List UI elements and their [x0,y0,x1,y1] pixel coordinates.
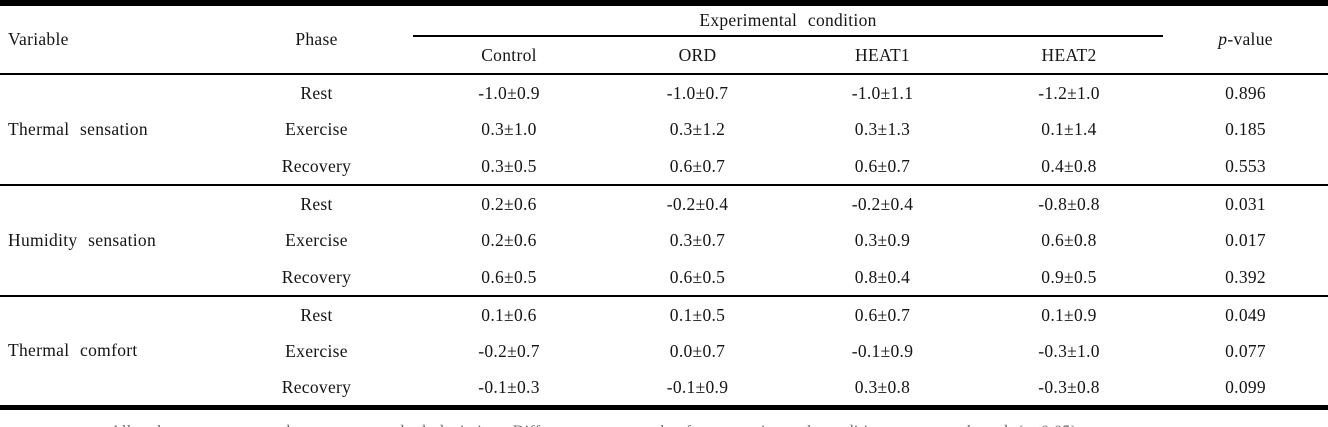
header-experimental-condition: Experimental condition [413,3,1164,37]
value-cell: -1.0±0.9 [478,82,540,103]
value-cell: -0.1±0.3 [478,376,540,397]
value-cell: -0.1±0.9 [666,376,729,397]
p-value-cell: 0.896 [1225,82,1266,103]
header-p-value: p-value [1163,3,1328,74]
phase-label: Recovery [281,155,352,176]
value-cell: 0.1±0.9 [1041,304,1097,325]
phase-label: Recovery [281,266,352,287]
table-row: Humidity sensation Rest 0.2±0.6 -0.2±0.4… [0,185,1328,251]
value-cell: -0.2±0.4 [851,193,914,214]
value-cell: -0.2±0.4 [666,193,729,214]
p-value-cell: 0.185 [1225,119,1266,139]
value-cell: 0.3±1.0 [481,119,537,139]
header-heat2: HEAT2 [1041,44,1097,65]
value-cell: 0.1±0.6 [481,304,537,325]
group-humidity-sensation: Humidity sensation Rest 0.2±0.6 -0.2±0.4… [0,185,1328,296]
group-thermal-comfort: Thermal comfort Rest 0.1±0.6 0.1±0.5 0.6… [0,296,1328,407]
header-variable: Variable [8,29,69,49]
value-cell: 0.6±0.7 [854,304,911,325]
value-cell: 0.3±1.2 [669,119,726,139]
table-row: Recovery -0.1±0.3 -0.1±0.9 0.3±0.8 -0.3±… [0,370,1328,407]
table-header: Variable Phase Experimental condition p-… [0,3,1328,74]
value-cell: 0.4±0.8 [1041,155,1097,176]
p-value-cell: 0.392 [1225,266,1266,287]
value-cell: 0.1±1.4 [1041,119,1097,139]
value-cell: 0.8±0.4 [854,266,911,287]
table-row: Recovery 0.3±0.5 0.6±0.7 0.6±0.7 0.4±0.8… [0,148,1328,185]
group-thermal-sensation: Thermal sensation Rest -1.0±0.9 -1.0±0.7… [0,74,1328,185]
p-value-cell: 0.099 [1225,376,1266,397]
table-row: Exercise -0.2±0.7 0.0±0.7 -0.1±0.9 -0.3±… [0,333,1328,370]
value-cell: 0.6±0.7 [854,155,911,176]
footnote-cutoff-strip: All values are expressed as mean±standar… [0,421,1328,427]
value-cell: -0.3±0.8 [1038,376,1100,397]
p-value-cell: 0.049 [1225,304,1266,325]
p-value-cell: 0.077 [1225,341,1266,361]
value-cell: 0.6±0.7 [669,155,726,176]
table-row: Recovery 0.6±0.5 0.6±0.5 0.8±0.4 0.9±0.5… [0,259,1328,296]
table-row: Exercise 0.2±0.6 0.3±0.7 0.3±0.9 0.6±0.8… [0,222,1328,259]
phase-label: Rest [300,304,333,325]
value-cell: 0.2±0.6 [481,230,537,250]
table-row: Exercise 0.3±1.0 0.3±1.2 0.3±1.3 0.1±1.4… [0,111,1328,148]
value-cell: -0.2±0.7 [478,341,540,361]
header-heat1: HEAT1 [855,44,910,65]
p-value-cell: 0.031 [1225,193,1266,214]
variable-label: Humidity sensation [8,230,156,250]
value-cell: 0.6±0.8 [1041,230,1097,250]
results-table: Variable Phase Experimental condition p-… [0,0,1328,410]
value-cell: 0.3±0.8 [854,376,911,397]
value-cell: -0.1±0.9 [851,341,914,361]
value-cell: -0.3±1.0 [1038,341,1100,361]
value-cell: 0.2±0.6 [481,193,537,214]
variable-label: Thermal comfort [8,340,138,361]
value-cell: 0.3±0.5 [481,155,537,176]
value-cell: 0.9±0.5 [1041,266,1097,287]
header-phase: Phase [295,29,338,49]
value-cell: -0.8±0.8 [1038,193,1100,214]
header-control: Control [481,44,537,65]
value-cell: 0.3±0.7 [669,230,726,250]
value-cell: 0.6±0.5 [669,266,726,287]
p-value-italic: p [1218,29,1228,49]
value-cell: -1.2±1.0 [1038,82,1100,103]
phase-label: Exercise [285,119,348,139]
variable-label: Thermal sensation [8,119,148,139]
value-cell: -1.0±1.1 [851,82,914,103]
phase-label: Exercise [285,341,348,361]
phase-label: Rest [300,82,333,103]
phase-label: Recovery [281,376,352,397]
value-cell: 0.0±0.7 [669,341,726,361]
header-ord: ORD [678,44,717,65]
phase-label: Exercise [285,230,348,250]
phase-label: Rest [300,193,333,214]
footnote-text: All values are expressed as mean±standar… [0,421,1328,427]
value-cell: 0.1±0.5 [669,304,726,325]
value-cell: 0.3±1.3 [854,119,911,139]
p-value-rest: -value [1227,29,1273,49]
value-cell: 0.6±0.5 [481,266,537,287]
value-cell: 0.3±0.9 [854,230,911,250]
p-value-cell: 0.017 [1225,230,1266,250]
p-value-cell: 0.553 [1225,155,1266,176]
value-cell: -1.0±0.7 [666,82,729,103]
table-row: Thermal comfort Rest 0.1±0.6 0.1±0.5 0.6… [0,296,1328,361]
table-row: Thermal sensation Rest -1.0±0.9 -1.0±0.7… [0,74,1328,140]
